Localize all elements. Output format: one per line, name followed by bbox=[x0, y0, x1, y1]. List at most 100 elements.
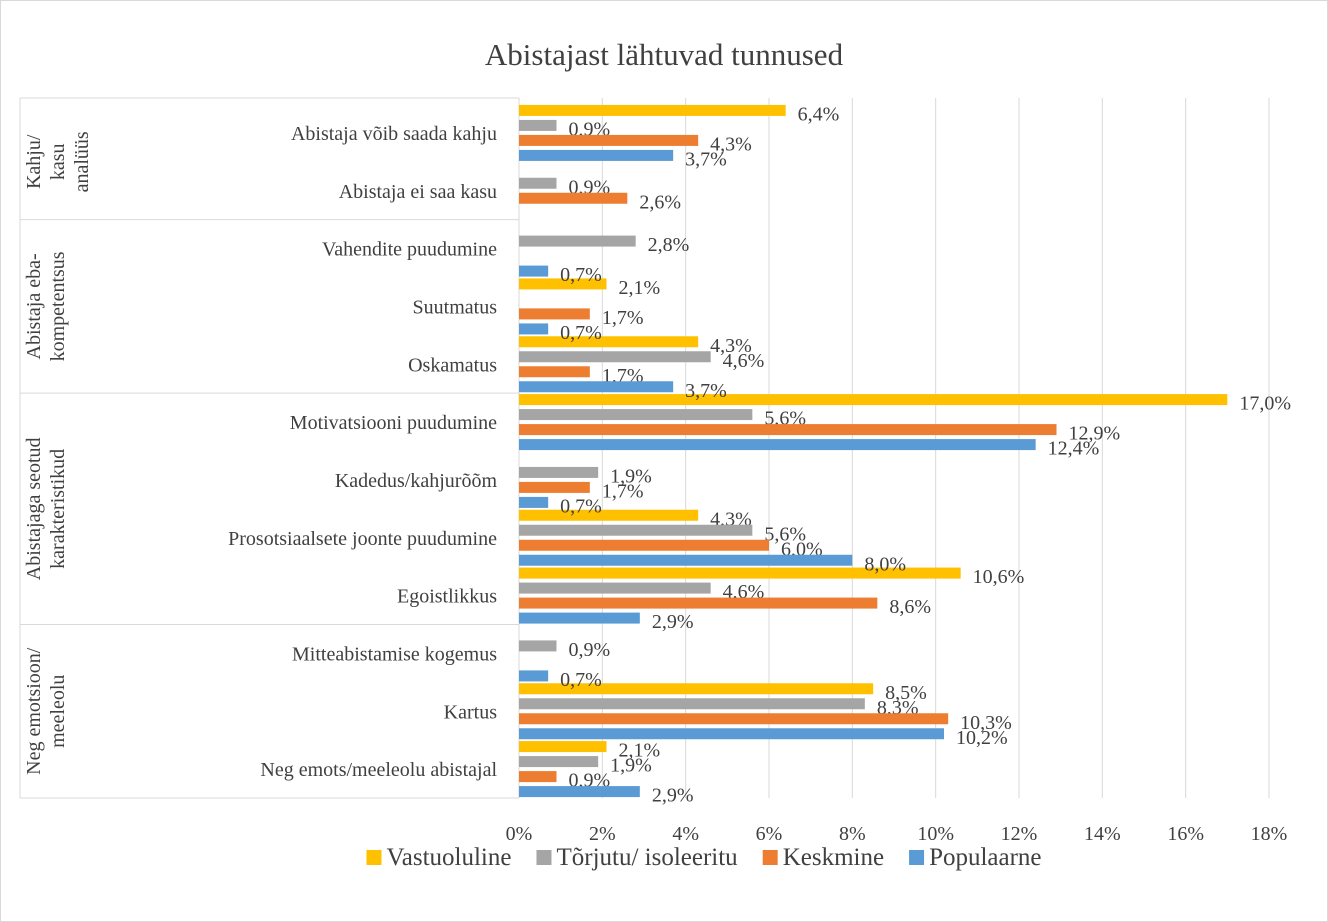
x-tick-label: 4% bbox=[672, 823, 699, 845]
legend-label: Populaarne bbox=[929, 844, 1041, 871]
bar bbox=[519, 698, 865, 710]
category-label: Prosotsiaalsete joonte puudumine bbox=[228, 528, 497, 550]
category-label: Suutmatus bbox=[413, 296, 498, 318]
category-label: Vahendite puudumine bbox=[322, 239, 497, 261]
group-label: Abistaja eba- bbox=[23, 253, 45, 359]
bar bbox=[519, 366, 590, 378]
category-label: Abistaja ei saa kasu bbox=[339, 181, 497, 203]
bar bbox=[519, 509, 699, 521]
value-label: 0,7% bbox=[560, 669, 602, 691]
x-tick-label: 2% bbox=[589, 823, 616, 845]
value-label: 6,4% bbox=[798, 103, 840, 125]
value-label: 2,8% bbox=[648, 234, 690, 256]
value-label: 1,9% bbox=[610, 465, 652, 487]
value-label: 10,2% bbox=[956, 727, 1008, 749]
value-label: 0,7% bbox=[560, 264, 602, 286]
x-tick-label: 0% bbox=[506, 823, 533, 845]
bar bbox=[519, 524, 753, 536]
group-label: kompetentsus bbox=[47, 251, 69, 361]
x-tick-label: 16% bbox=[1167, 823, 1204, 845]
bar bbox=[519, 741, 607, 753]
bar bbox=[519, 439, 1036, 451]
bar bbox=[519, 567, 961, 579]
bar bbox=[519, 640, 557, 652]
value-label: 12,4% bbox=[1048, 438, 1100, 460]
category-label: Mitteabistamise kogemus bbox=[292, 643, 497, 665]
value-label: 8,0% bbox=[864, 553, 906, 575]
category-label: Egoistlikkus bbox=[397, 586, 497, 608]
group-label: analüüs bbox=[71, 131, 93, 192]
group-label: kasu bbox=[47, 143, 69, 180]
value-label: 2,1% bbox=[619, 277, 661, 299]
chart-title: Abistajast lähtuvad tunnused bbox=[485, 37, 844, 72]
category-label: Abistaja võib saada kahju bbox=[291, 123, 497, 145]
bar bbox=[519, 713, 949, 725]
bar bbox=[519, 424, 1057, 436]
value-label: 2,6% bbox=[639, 191, 681, 213]
bar bbox=[519, 308, 590, 320]
bar bbox=[519, 612, 640, 624]
group-label: karakteristikud bbox=[47, 449, 69, 569]
bar bbox=[519, 683, 874, 695]
group-label: meeleolu bbox=[47, 675, 69, 748]
bar bbox=[519, 278, 607, 290]
bar bbox=[519, 336, 699, 348]
value-label: 10,3% bbox=[960, 712, 1012, 734]
bar bbox=[519, 496, 549, 508]
category-label: Kadedus/kahjurõõm bbox=[335, 470, 498, 492]
group-label: Abistajaga seotud bbox=[23, 437, 45, 580]
bar bbox=[519, 466, 599, 478]
value-label: 12,9% bbox=[1069, 423, 1121, 445]
bar bbox=[519, 409, 753, 421]
value-label: 4,3% bbox=[710, 133, 752, 155]
bar bbox=[519, 149, 674, 161]
x-tick-label: 14% bbox=[1084, 823, 1121, 845]
bar bbox=[519, 554, 853, 566]
value-label: 0,7% bbox=[560, 495, 602, 517]
bar bbox=[519, 381, 674, 393]
bar bbox=[519, 394, 1228, 406]
legend-swatch bbox=[366, 850, 382, 865]
value-label: 3,7% bbox=[685, 148, 727, 170]
bar bbox=[519, 481, 590, 493]
bar bbox=[519, 597, 878, 609]
bar bbox=[519, 756, 599, 768]
category-label: Motivatsiooni puudumine bbox=[290, 412, 497, 434]
category-label: Neg emots/meeleolu abistajal bbox=[260, 759, 497, 781]
legend-label: Vastuoluline bbox=[386, 844, 511, 871]
x-tick-label: 18% bbox=[1251, 823, 1288, 845]
legend: Vastuoluline Tõrjutu/ isoleeritu Keskmine P… bbox=[366, 844, 1042, 871]
value-label: 1,9% bbox=[610, 755, 652, 777]
category-label: Kartus bbox=[444, 701, 498, 723]
bar bbox=[519, 177, 557, 189]
legend-label: Keskmine bbox=[783, 844, 884, 871]
bar bbox=[519, 786, 640, 798]
value-label: 4,6% bbox=[723, 350, 765, 372]
legend-label: Tõrjutu/ isoleeritu bbox=[556, 844, 738, 871]
value-label: 1,7% bbox=[602, 307, 644, 329]
legend-swatch bbox=[536, 850, 552, 865]
bar bbox=[519, 728, 944, 740]
x-tick-label: 6% bbox=[756, 823, 783, 845]
x-tick-label: 10% bbox=[917, 823, 954, 845]
x-tick-label: 8% bbox=[839, 823, 866, 845]
value-label: 3,7% bbox=[685, 380, 727, 402]
value-label: 2,9% bbox=[652, 785, 694, 807]
value-label: 4,3% bbox=[710, 335, 752, 357]
value-label: 17,0% bbox=[1239, 393, 1291, 415]
bar bbox=[519, 134, 699, 146]
value-label: 5,6% bbox=[764, 523, 806, 545]
bar bbox=[519, 104, 786, 116]
value-label: 0,7% bbox=[560, 322, 602, 344]
value-label: 0,9% bbox=[569, 639, 611, 661]
bar bbox=[519, 582, 711, 594]
value-label: 2,1% bbox=[619, 740, 661, 762]
x-tick-label: 12% bbox=[1001, 823, 1038, 845]
bar bbox=[519, 670, 549, 682]
bar bbox=[519, 192, 628, 204]
group-label: Kahju/ bbox=[23, 134, 45, 189]
bar bbox=[519, 323, 549, 335]
category-label: Oskamatus bbox=[408, 354, 497, 376]
bar bbox=[519, 235, 636, 247]
